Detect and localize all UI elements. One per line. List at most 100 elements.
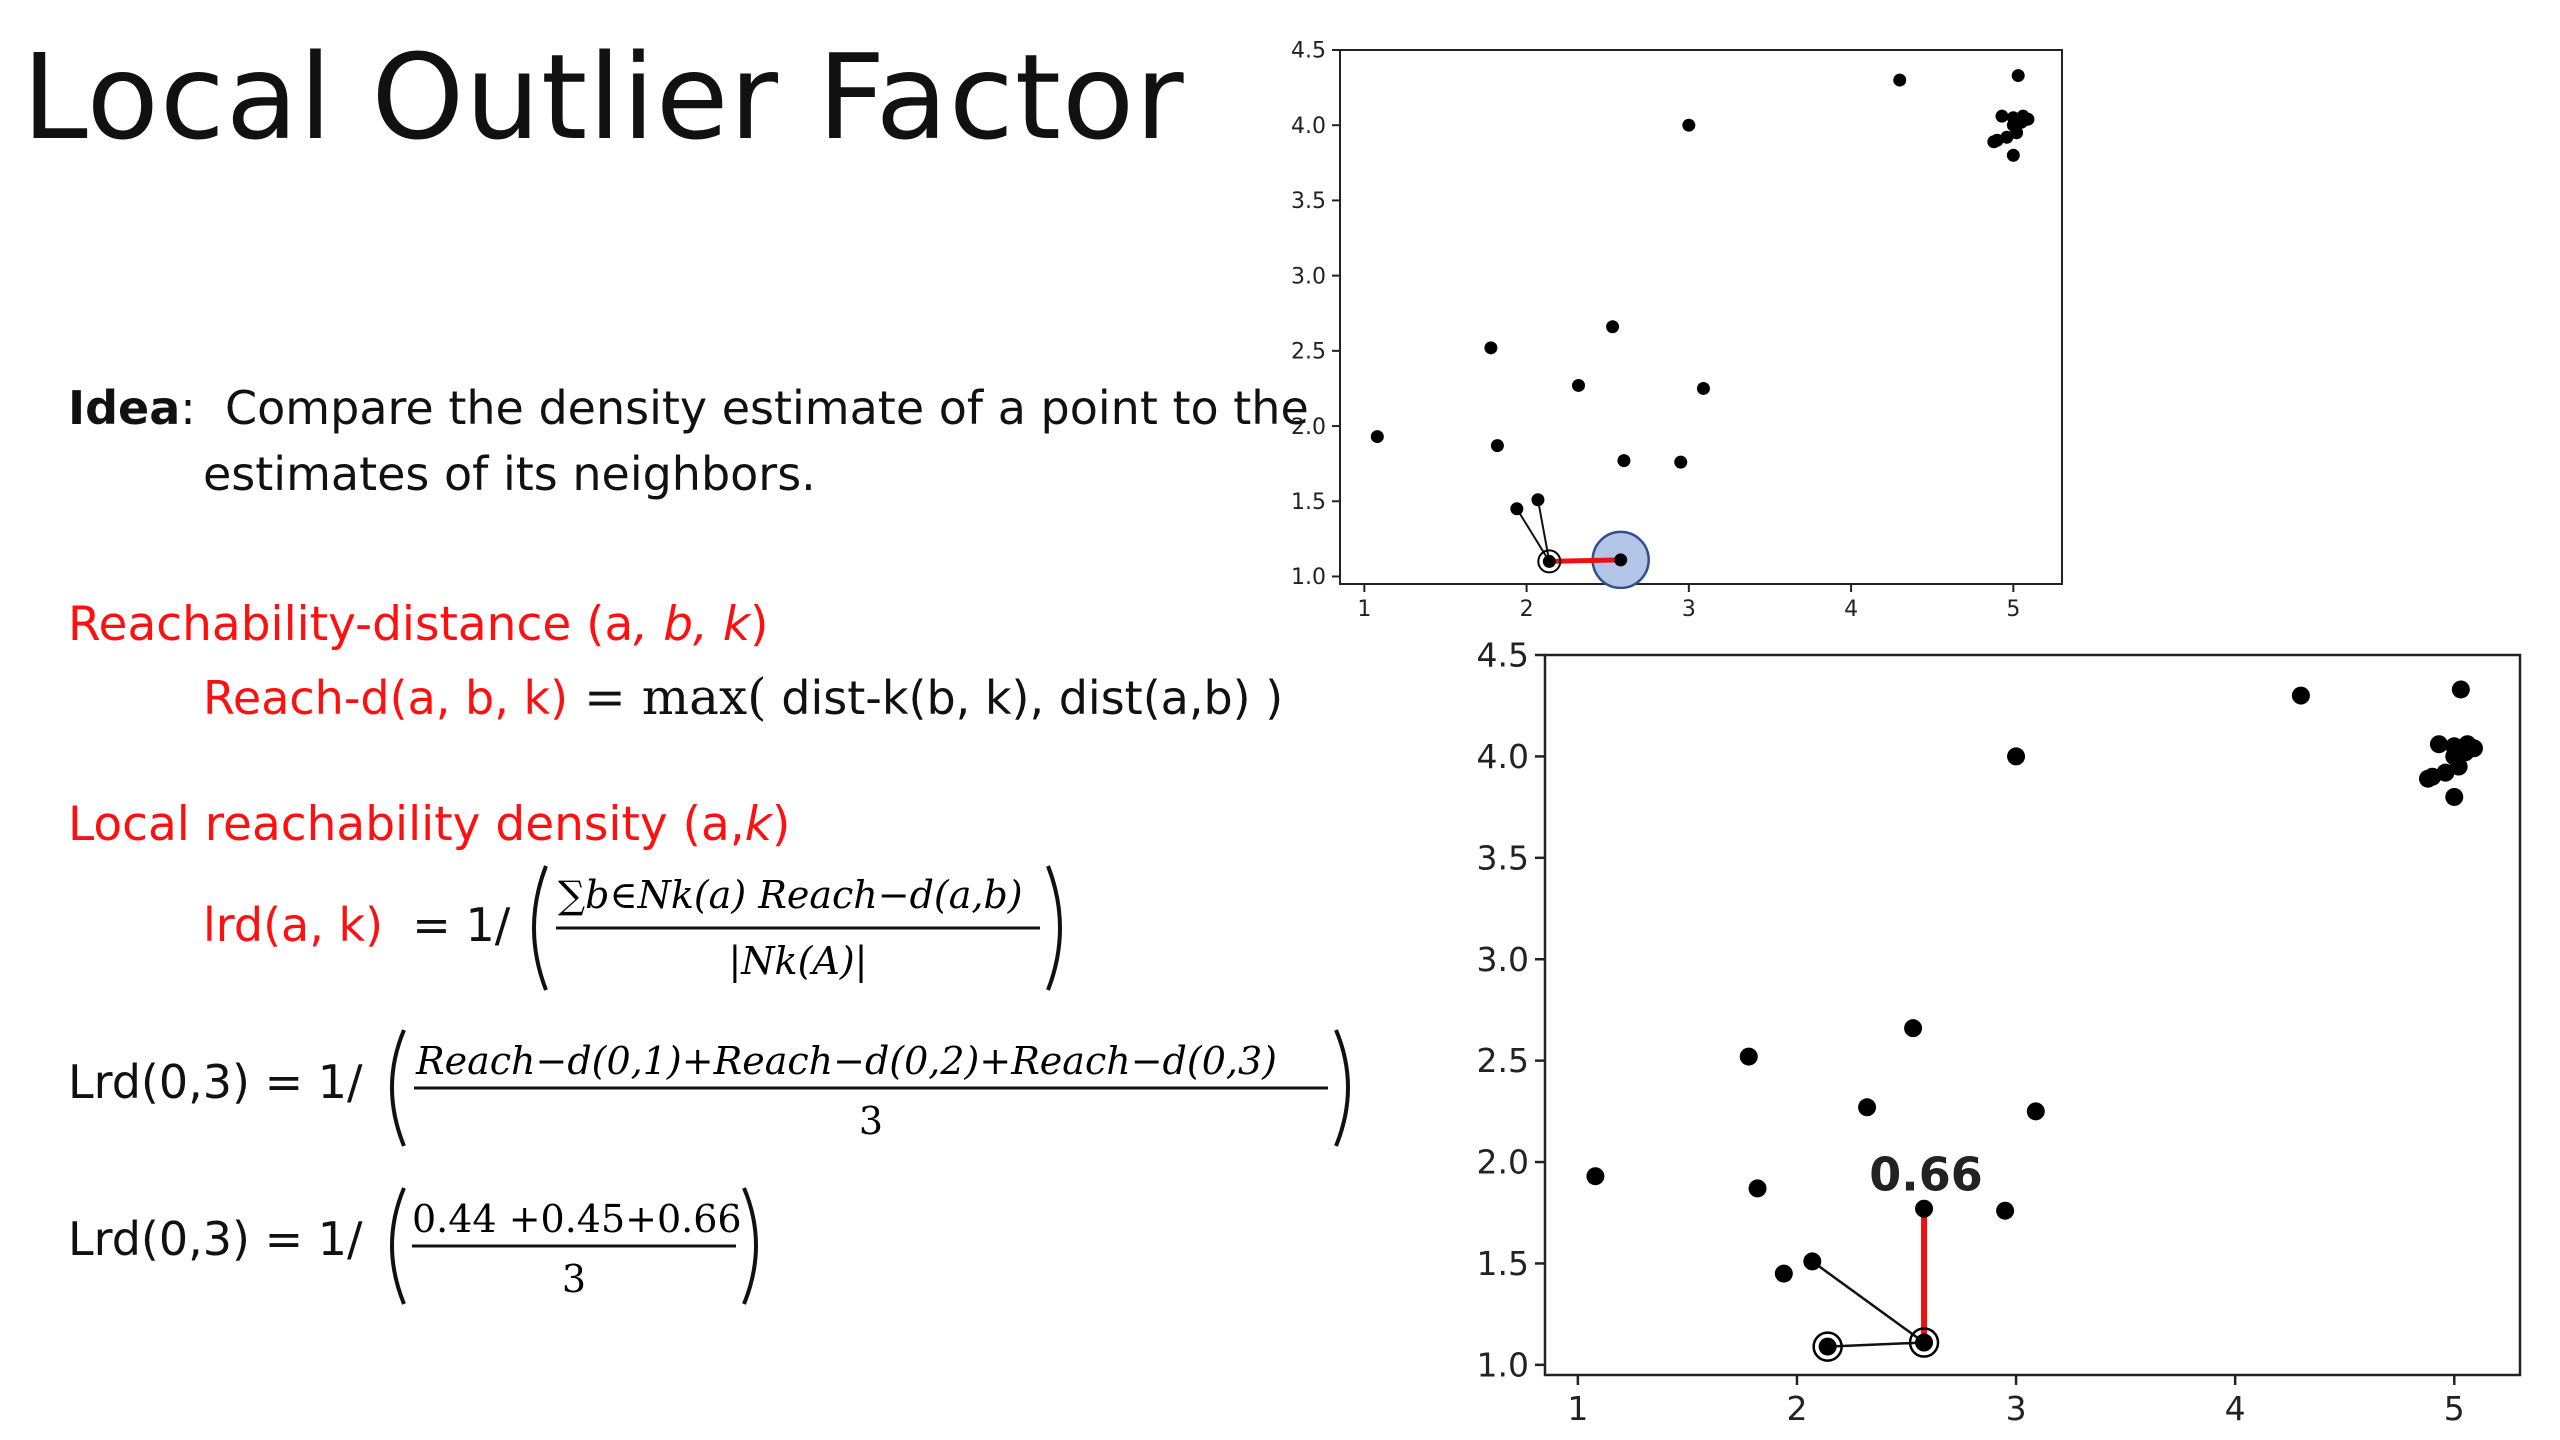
lrd-denominator: |Nk(A)| [729, 939, 868, 983]
x-tick-label: 2 [1520, 597, 1534, 622]
neighbor-line [1811, 1260, 1925, 1344]
lrd-lhs: lrd(a, k) [203, 898, 384, 952]
y-tick-label: 3.0 [1291, 264, 1326, 289]
data-point [2449, 757, 2468, 776]
data-point [1904, 1019, 1923, 1038]
y-tick-label: 4.0 [1477, 737, 1529, 776]
y-tick-label: 4.5 [1477, 636, 1529, 675]
data-point [2006, 148, 2020, 162]
x-tick-label: 3 [2006, 1389, 2027, 1428]
reach-max: max( [641, 668, 767, 726]
x-tick-label: 4 [1844, 597, 1858, 622]
reach-rhs: dist-k(b, k), dist(a,b) ) [766, 671, 1284, 725]
data-point [1774, 1264, 1793, 1283]
data-point [1987, 135, 2001, 149]
y-tick-label: 2.5 [1477, 1041, 1529, 1080]
lrd-heading-prefix: Local reachability density (a, [68, 797, 745, 852]
idea-line-1: Compare the density estimate of a point … [225, 381, 1309, 435]
data-point [2418, 769, 2437, 788]
x-tick-label: 5 [2444, 1389, 2465, 1428]
y-tick-label: 1.0 [1477, 1345, 1529, 1384]
data-point [1818, 1337, 1837, 1356]
data-point [1696, 381, 1710, 395]
data-point [1915, 1199, 1934, 1218]
data-point [2011, 69, 2025, 83]
lrd-heading: Local reachability density (a,k) [68, 797, 790, 852]
example2-fraction: 0.44 +0.45+0.66 3 [390, 1187, 758, 1305]
lrd-formula-lhs: lrd(a, k) = 1/ [203, 898, 510, 952]
x-tick-label: 2 [1786, 1389, 1807, 1428]
data-point [2451, 680, 2470, 699]
data-point [1542, 554, 1556, 568]
lrd-fraction: ∑b∈Nk(a) Reach−d(a,b) |Nk(A)| [532, 865, 1062, 991]
y-tick-label: 1.0 [1291, 565, 1326, 590]
reach-heading-prefix: Reachability-distance (a [68, 597, 634, 652]
left-paren [532, 865, 548, 991]
reach-heading-args: , b, k [633, 597, 751, 652]
data-point [1674, 455, 1688, 469]
data-point [1531, 493, 1545, 507]
right-paren [1046, 865, 1062, 991]
x-tick-label: 1 [1357, 597, 1371, 622]
data-point [1682, 118, 1696, 132]
data-point [1490, 439, 1504, 453]
x-tick-label: 3 [1682, 597, 1696, 622]
y-tick-label: 3.5 [1291, 189, 1326, 214]
data-point [1572, 378, 1586, 392]
data-point [2010, 126, 2024, 140]
idea-label: Idea [68, 381, 181, 435]
example1-denominator: 3 [859, 1099, 883, 1143]
reach-heading: Reachability-distance (a, b, k) [68, 597, 768, 652]
y-tick-label: 1.5 [1477, 1244, 1529, 1283]
y-tick-label: 2.0 [1291, 415, 1326, 440]
scatter-plot-top: 1 2 3 4 5 1.0 1.5 2.0 2.5 3.0 3.5 4.0 4.5 [1291, 39, 2063, 622]
data-point [2464, 739, 2483, 758]
example2-lhs: Lrd(0,3) = 1/ [68, 1212, 363, 1266]
example1-fraction: Reach−d(0,1)+Reach−d(0,2)+Reach−d(0,3) 3 [390, 1029, 1350, 1147]
y-tick-label: 3.0 [1477, 940, 1529, 979]
data-point [1617, 454, 1631, 468]
x-tick-label: 1 [1567, 1389, 1588, 1428]
data-point [2021, 112, 2035, 126]
idea-line-2: estimates of its neighbors. [203, 447, 816, 501]
data-point [1614, 553, 1628, 567]
reach-equals: = [568, 668, 642, 726]
lrd-heading-k: k [744, 797, 772, 852]
data-point [1484, 341, 1498, 355]
left-paren [390, 1187, 406, 1305]
data-point [2429, 735, 2448, 754]
right-paren [1334, 1029, 1350, 1147]
y-tick-label: 4.5 [1291, 39, 1326, 64]
idea-separator: : [180, 381, 196, 435]
y-tick-label: 2.5 [1291, 340, 1326, 365]
slide-title: Local Outlier Factor [22, 28, 1185, 166]
distance-annotation: 0.66 [1869, 1148, 1983, 1202]
y-tick-label: 3.5 [1477, 838, 1529, 877]
data-point [1915, 1333, 1934, 1352]
plot-frame [1339, 49, 2063, 585]
data-point [1893, 73, 1907, 87]
data-point [1858, 1098, 1877, 1117]
scatter-plot-bottom: 1 2 3 4 5 1.0 1.5 2.0 2.5 3.0 3.5 4.0 4.5 0.66 [1477, 636, 2522, 1428]
x-tick-label: 4 [2225, 1389, 2246, 1428]
lrd-heading-suffix: ) [771, 797, 791, 852]
data-point [2026, 1102, 2045, 1121]
example1-numerator: Reach−d(0,1)+Reach−d(0,2)+Reach−d(0,3) [415, 1039, 1277, 1083]
y-tick-label: 4.0 [1291, 114, 1326, 139]
example2-numerator: 0.44 +0.45+0.66 [412, 1197, 742, 1241]
circled-point-ring [1537, 549, 1562, 574]
right-paren [742, 1187, 758, 1305]
data-point [1995, 109, 2009, 123]
y-tick-label: 1.5 [1291, 490, 1326, 515]
idea-block: Idea: Compare the density estimate of a … [68, 375, 1309, 501]
neighbor-line [1827, 1341, 1925, 1348]
example2-denominator: 3 [562, 1257, 586, 1301]
y-tick-label: 2.0 [1477, 1143, 1529, 1182]
data-point [1748, 1179, 1767, 1198]
data-point [2007, 747, 2026, 766]
data-point [2291, 686, 2310, 705]
data-point [1586, 1167, 1605, 1186]
data-point [1996, 1201, 2015, 1220]
data-point [1803, 1252, 1822, 1271]
data-point [2445, 787, 2464, 806]
